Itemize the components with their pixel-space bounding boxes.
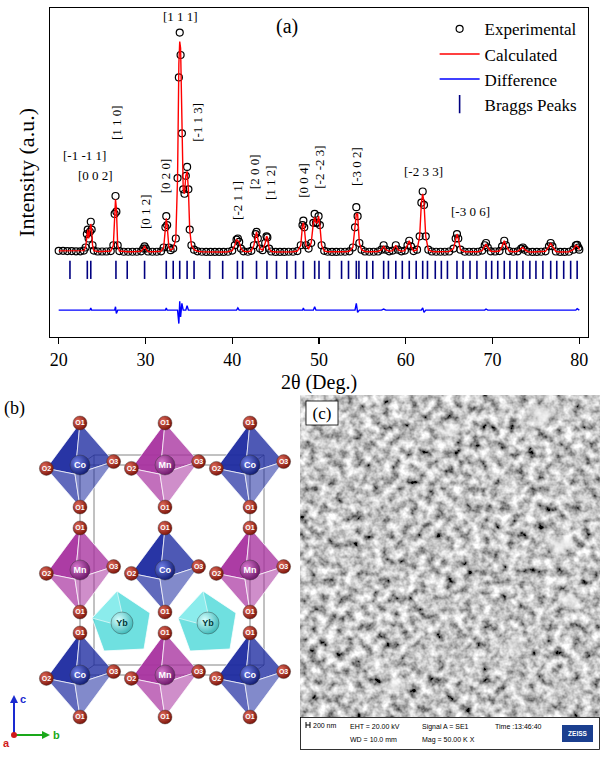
svg-text:Difference: Difference [485, 71, 557, 90]
svg-text:O2: O2 [127, 465, 136, 472]
svg-text:[0 2 0]: [0 2 0] [158, 159, 173, 194]
svg-text:O1: O1 [245, 419, 254, 426]
svg-text:Yb: Yb [116, 618, 128, 628]
svg-text:O3: O3 [194, 668, 203, 675]
svg-text:[-1 1 3]: [-1 1 3] [190, 103, 205, 142]
svg-text:Yb: Yb [202, 618, 214, 628]
svg-text:O1: O1 [245, 524, 254, 531]
svg-text:a: a [3, 737, 10, 749]
svg-text:O1: O1 [75, 608, 84, 615]
svg-text:Mag = 50.00 K X: Mag = 50.00 K X [422, 736, 475, 744]
svg-text:200 nm: 200 nm [313, 722, 337, 729]
svg-text:O1: O1 [160, 504, 169, 511]
svg-text:O2: O2 [127, 675, 136, 682]
svg-text:O3: O3 [109, 668, 118, 675]
svg-text:(a): (a) [276, 15, 298, 38]
svg-text:O1: O1 [160, 629, 169, 636]
svg-text:O1: O1 [75, 629, 84, 636]
svg-text:Co: Co [244, 670, 256, 680]
svg-text:ZEISS: ZEISS [568, 730, 587, 737]
svg-text:[0 1 2]: [0 1 2] [138, 194, 153, 229]
svg-text:O3: O3 [194, 563, 203, 570]
svg-text:[0 0 2]: [0 0 2] [78, 168, 113, 183]
svg-text:O1: O1 [75, 419, 84, 426]
svg-text:O1: O1 [245, 713, 254, 720]
svg-text:Mn: Mn [244, 565, 257, 575]
svg-text:[-3 0 2]: [-3 0 2] [349, 147, 364, 186]
svg-text:40: 40 [223, 350, 241, 370]
svg-text:O1: O1 [245, 629, 254, 636]
svg-text:O1: O1 [160, 419, 169, 426]
svg-text:Calculated: Calculated [485, 46, 558, 65]
svg-text:O1: O1 [160, 713, 169, 720]
svg-text:O3: O3 [109, 563, 118, 570]
svg-text:O3: O3 [279, 668, 288, 675]
svg-text:(c): (c) [313, 404, 332, 423]
svg-text:Mn: Mn [159, 460, 172, 470]
svg-text:O2: O2 [212, 465, 221, 472]
svg-text:Mn: Mn [74, 565, 87, 575]
svg-text:WD = 10.0 mm: WD = 10.0 mm [350, 736, 397, 743]
svg-text:O1: O1 [75, 504, 84, 511]
svg-text:[-2 3 3]: [-2 3 3] [404, 164, 443, 179]
svg-text:O2: O2 [42, 570, 51, 577]
svg-text:Braggs Peaks: Braggs Peaks [485, 96, 577, 115]
svg-text:2θ (Deg.): 2θ (Deg.) [281, 371, 357, 394]
svg-text:O3: O3 [279, 563, 288, 570]
svg-text:O3: O3 [194, 458, 203, 465]
svg-text:[0 0 4]: [0 0 4] [296, 163, 311, 198]
svg-text:b: b [53, 729, 60, 741]
svg-text:O3: O3 [279, 458, 288, 465]
svg-text:O1: O1 [75, 524, 84, 531]
svg-text:O3: O3 [109, 458, 118, 465]
svg-text:O1: O1 [245, 504, 254, 511]
svg-text:O2: O2 [42, 465, 51, 472]
svg-text:80: 80 [570, 350, 588, 370]
svg-text:30: 30 [136, 350, 154, 370]
svg-text:EHT = 20.00 kV: EHT = 20.00 kV [350, 723, 400, 730]
svg-text:50: 50 [310, 350, 328, 370]
svg-text:70: 70 [484, 350, 502, 370]
svg-text:[-2 1 1]: [-2 1 1] [230, 181, 245, 220]
svg-text:O2: O2 [212, 570, 221, 577]
svg-text:Co: Co [74, 460, 86, 470]
svg-text:Intensity (a.u.): Intensity (a.u.) [14, 108, 39, 237]
svg-text:Experimental: Experimental [485, 20, 577, 39]
svg-text:[1 1 1]: [1 1 1] [163, 9, 198, 24]
svg-text:60: 60 [397, 350, 415, 370]
svg-text:Signal A = SE1: Signal A = SE1 [422, 723, 469, 731]
svg-text:Co: Co [244, 460, 256, 470]
svg-text:Mn: Mn [159, 670, 172, 680]
svg-text:c: c [20, 693, 26, 705]
svg-text:[1 1 0]: [1 1 0] [109, 105, 124, 140]
svg-text:Co: Co [74, 670, 86, 680]
svg-text:O2: O2 [127, 570, 136, 577]
svg-text:[2 0 0]: [2 0 0] [247, 154, 262, 189]
svg-text:[1 1 2]: [1 1 2] [263, 165, 278, 200]
svg-text:Co: Co [159, 565, 171, 575]
svg-text:Time :13:46:40: Time :13:46:40 [495, 723, 542, 730]
svg-text:O2: O2 [42, 675, 51, 682]
svg-text:20: 20 [50, 350, 68, 370]
svg-text:[-2 -2 3]: [-2 -2 3] [312, 145, 327, 188]
svg-text:[-3 0 6]: [-3 0 6] [451, 204, 490, 219]
svg-text:O2: O2 [212, 675, 221, 682]
svg-text:[-1 -1 1]: [-1 -1 1] [63, 148, 106, 163]
svg-text:O1: O1 [160, 524, 169, 531]
svg-text:O1: O1 [75, 713, 84, 720]
svg-text:O1: O1 [245, 608, 254, 615]
svg-text:O1: O1 [160, 608, 169, 615]
svg-text:(b): (b) [4, 398, 25, 419]
